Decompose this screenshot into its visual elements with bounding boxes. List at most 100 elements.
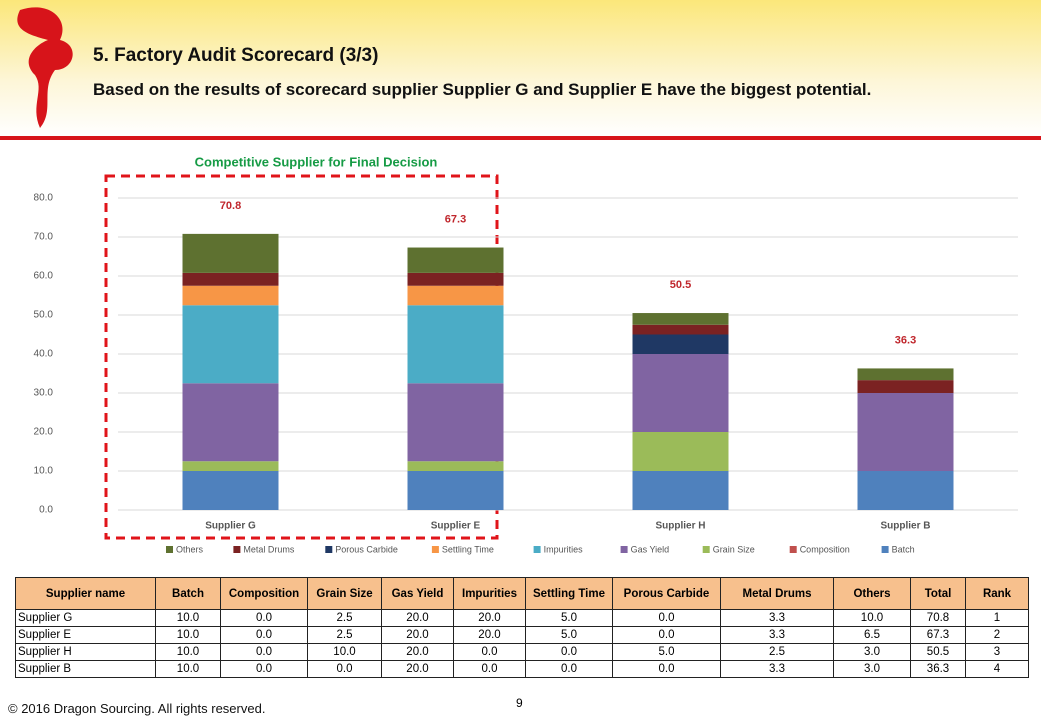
logo (17, 7, 73, 129)
bar-segment (407, 272, 504, 286)
table-cell: 20.0 (453, 609, 526, 627)
header-cell: Impurities (453, 577, 526, 610)
table-cell: 0.0 (453, 660, 526, 678)
legend-swatch (620, 546, 628, 553)
table-row: Supplier B 10.0 0.0 0.0 20.0 0.0 0.0 0.0 3.3 3.0 3… (15, 660, 1029, 678)
legend-swatch (166, 546, 173, 553)
header-cell: Porous Carbide (612, 577, 721, 610)
table-cell: 2 (965, 626, 1029, 644)
chart: Competitive Supplier for Final Decision … (34, 154, 1018, 554)
subtitle: Based on the results of scorecard suppli… (93, 80, 872, 99)
table-row: Supplier G 10.0 0.0 2.5 20.0 20.0 5.0 0.0 3.3 10.… (15, 609, 1029, 627)
table-cell: 0.0 (220, 660, 308, 678)
table-cell: 3 (965, 643, 1029, 661)
table-cell: 6.5 (833, 626, 911, 644)
table-cell: 5.0 (612, 643, 721, 661)
legend-swatch (533, 546, 541, 553)
header-cell: Composition (220, 577, 308, 610)
total-label: 67.3 (445, 213, 466, 225)
table-cell: 70.8 (910, 609, 966, 627)
table-cell: 0.0 (612, 609, 721, 627)
header-cell: Supplier name (15, 577, 156, 610)
table-cell: 10.0 (155, 626, 221, 644)
table-cell: Supplier G (15, 609, 156, 627)
bar-segment (857, 471, 954, 510)
x-tick-label: Supplier G (205, 521, 256, 532)
bar-segment (632, 354, 729, 432)
table-cell: 0.0 (307, 660, 382, 678)
legend-label: Grain Size (713, 544, 755, 554)
bar-segment (857, 380, 954, 393)
bar-segment (182, 461, 279, 471)
header-band (0, 0, 1041, 140)
table-cell: 10.0 (307, 643, 382, 661)
table-cell: 10.0 (155, 609, 221, 627)
header-cell: Total (910, 577, 966, 610)
bar-segment (182, 471, 279, 510)
legend-label: Settling Time (442, 544, 494, 554)
table-cell: 20.0 (381, 626, 454, 644)
table-cell: 0.0 (612, 660, 721, 678)
table-cell: 67.3 (910, 626, 966, 644)
legend-swatch (233, 546, 241, 553)
y-tick-label: 50.0 (34, 310, 54, 321)
table-cell: 5.0 (525, 609, 613, 627)
bar-segment (632, 471, 729, 510)
x-tick-label: Supplier B (880, 521, 930, 532)
bar-segment (182, 285, 279, 306)
table-cell: 0.0 (220, 643, 308, 661)
table-cell: 0.0 (220, 609, 308, 627)
table-cell: 2.5 (720, 643, 834, 661)
page-number: 9 (516, 696, 523, 710)
legend-label: Metal Drums (243, 544, 295, 554)
bar-segment (182, 305, 279, 384)
table-cell: 1 (965, 609, 1029, 627)
header-cell: Gas Yield (381, 577, 454, 610)
table-cell: 3.3 (720, 660, 834, 678)
table-cell: Supplier E (15, 626, 156, 644)
legend-swatch (702, 546, 710, 553)
bar-segment (632, 432, 729, 471)
legend-label: Batch (892, 544, 915, 554)
table-row: Supplier H 10.0 0.0 10.0 20.0 0.0 0.0 5.0 2.5 3.0… (15, 643, 1029, 661)
table-cell: 20.0 (381, 609, 454, 627)
table-cell: 0.0 (453, 643, 526, 661)
table-cell: 0.0 (220, 626, 308, 644)
y-tick-label: 0.0 (39, 505, 53, 516)
copyright: © 2016 Dragon Sourcing. All rights reser… (8, 701, 266, 716)
title: 5. Factory Audit Scorecard (3/3) (93, 45, 379, 66)
y-tick-label: 40.0 (34, 349, 54, 360)
chart-title: Competitive Supplier for Final Decision (195, 154, 438, 169)
bar-segment (182, 383, 279, 462)
table-cell: 3.0 (833, 643, 911, 661)
bar-segment (632, 334, 729, 354)
legend-label: Composition (800, 544, 850, 554)
bar-segment (632, 313, 729, 325)
x-tick-label: Supplier H (655, 521, 705, 532)
table-cell: 10.0 (155, 660, 221, 678)
legend-label: Porous Carbide (335, 544, 398, 554)
bar-segment (407, 247, 504, 273)
total-label: 36.3 (895, 334, 916, 346)
bar-segment (857, 393, 954, 471)
table-row: Supplier E 10.0 0.0 2.5 20.0 20.0 5.0 0.0 3.3 6.5… (15, 626, 1029, 644)
table-cell: 20.0 (381, 660, 454, 678)
bar-segment (407, 383, 504, 462)
bar-segment (407, 305, 504, 384)
bar-segment (407, 285, 504, 306)
table-cell: 20.0 (381, 643, 454, 661)
legend-label: Impurities (544, 544, 584, 554)
bar-segment (857, 368, 954, 381)
header-cell: Grain Size (307, 577, 382, 610)
table-cell: Supplier B (15, 660, 156, 678)
table-cell: 20.0 (453, 626, 526, 644)
header-cell: Rank (965, 577, 1029, 610)
table-cell: 36.3 (910, 660, 966, 678)
table-cell: 0.0 (525, 643, 613, 661)
table-cell: 3.0 (833, 660, 911, 678)
header-cell: Others (833, 577, 911, 610)
y-tick-label: 60.0 (34, 271, 54, 282)
bar-segment (632, 324, 729, 335)
legend-swatch (789, 546, 797, 553)
score-table: Supplier name Batch Composition Grain Size G… (15, 577, 1029, 678)
